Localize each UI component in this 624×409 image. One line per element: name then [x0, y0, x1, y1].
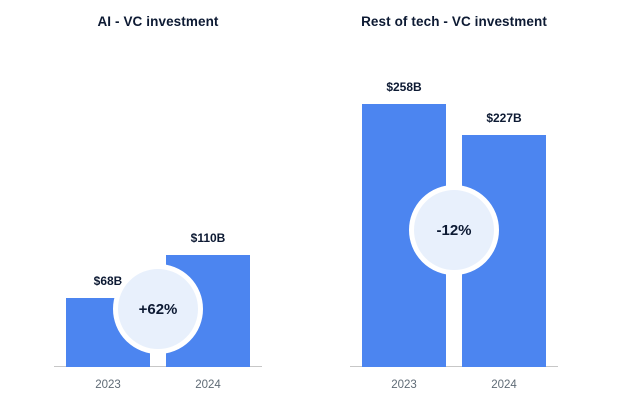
x-tick-label: 2023 [391, 379, 417, 391]
x-tick-label: 2024 [491, 379, 517, 391]
plot-area: $258B 2023 $227B 2024 -12% [350, 0, 558, 391]
x-tick-label: 2024 [195, 379, 221, 391]
bar-value-label: $68B [93, 274, 123, 288]
chart-title: Rest of tech - VC investment [361, 14, 547, 29]
change-badge: -12% [409, 185, 499, 275]
x-tick-label: 2023 [95, 379, 121, 391]
x-axis-line [350, 366, 558, 367]
chart-ai-vc-investment: AI - VC investment $68B 2023 $110B 2024 +62% [54, 0, 262, 400]
chart-rest-of-tech-vc-investment: Rest of tech - VC investment $258B 2023 $2… [350, 0, 558, 400]
bar-value-label: $258B [386, 80, 422, 94]
plot-area: $68B 2023 $110B 2024 +62% [54, 0, 262, 391]
chart-title: AI - VC investment [97, 14, 219, 29]
bar-value-label: $110B [190, 231, 226, 245]
change-badge: +62% [113, 264, 203, 354]
x-axis-line [54, 366, 262, 367]
bar-value-label: $227B [486, 111, 522, 125]
